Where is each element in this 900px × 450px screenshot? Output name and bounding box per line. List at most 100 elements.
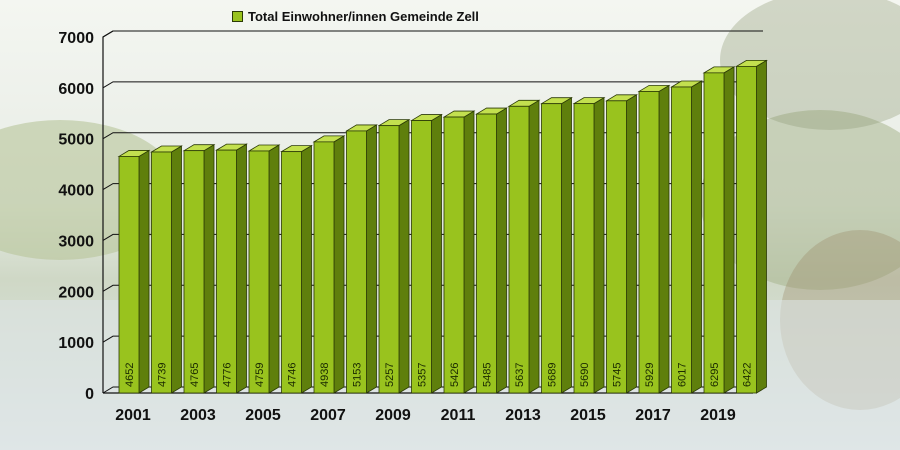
- bar-value-label: 4938: [319, 363, 331, 387]
- bar-side: [333, 135, 345, 394]
- bar-value-label: 6017: [677, 363, 689, 387]
- bar-value-label: 5689: [547, 363, 559, 387]
- bar-value-label: 4746: [287, 363, 299, 387]
- bar-front: [443, 116, 465, 394]
- bar-value-label: 5485: [482, 363, 494, 387]
- x-tick-label: 2015: [570, 407, 606, 424]
- bar: [540, 96, 573, 394]
- bar-side: [626, 94, 637, 394]
- bar: [150, 145, 183, 394]
- bar-value-label: 6422: [742, 363, 754, 387]
- bar-side: [366, 124, 377, 394]
- bar-front: [183, 150, 205, 394]
- bar-side: [203, 143, 215, 394]
- bar: [377, 118, 411, 394]
- bar-front: [638, 91, 660, 394]
- label-layer: 4652 4739 4765 4776 4759 4746 4938 5153 5257 5357…: [124, 363, 754, 387]
- bar: [247, 144, 281, 394]
- y-tick-label: 3000: [58, 233, 94, 250]
- bar-value-label: 4776: [222, 363, 234, 387]
- bar-value-label: 5426: [449, 363, 461, 387]
- bar-side: [171, 145, 182, 394]
- bar-side: [301, 144, 312, 394]
- bar: [507, 99, 541, 394]
- x-tick-label: 2007: [310, 407, 346, 424]
- bar-value-label: 4652: [124, 363, 136, 387]
- bar: [637, 84, 671, 394]
- x-tick-label: 2019: [700, 407, 736, 424]
- bar-side: [463, 110, 475, 394]
- bar: [442, 110, 476, 394]
- bar-side: [561, 96, 572, 394]
- x-tick-label: 2011: [441, 407, 476, 424]
- bar: [670, 80, 703, 394]
- y-tick-label: 4000: [58, 183, 94, 200]
- bar: [215, 143, 248, 394]
- bar-front: [346, 130, 367, 394]
- bar-side: [691, 80, 702, 394]
- bar-front: [476, 113, 497, 394]
- y-tick-label: 5000: [58, 132, 94, 149]
- y-axis: [102, 30, 114, 393]
- bar-value-label: 5357: [417, 363, 429, 387]
- bar-side: [236, 143, 247, 394]
- bar-front: [411, 120, 432, 394]
- bar-side: [756, 59, 767, 394]
- bar: [117, 149, 151, 394]
- bar-value-label: 4765: [189, 363, 201, 387]
- bar-front: [671, 86, 692, 394]
- x-tick-label: 2003: [180, 407, 216, 424]
- bar-layer: [117, 59, 768, 394]
- gridline: [102, 81, 763, 89]
- y-tick-label: 6000: [58, 81, 94, 98]
- bar: [312, 135, 346, 394]
- x-tick-label: 2005: [245, 407, 281, 424]
- bar: [735, 59, 768, 394]
- bar-value-label: 5257: [384, 363, 396, 387]
- bar-value-label: 5153: [352, 363, 364, 387]
- bar-front: [118, 156, 140, 394]
- bar-value-label: 5690: [579, 363, 591, 387]
- bar: [345, 124, 378, 394]
- bar-front: [573, 103, 595, 394]
- bar: [572, 96, 606, 394]
- bar-front: [703, 72, 725, 394]
- bar-front: [216, 149, 237, 394]
- x-tick-label: 2009: [375, 407, 411, 424]
- bar-front: [736, 65, 757, 394]
- bar-front: [281, 151, 302, 394]
- bar: [475, 107, 508, 394]
- bar: [182, 143, 216, 394]
- bar-front: [313, 141, 335, 394]
- y-tick-label: 0: [85, 386, 94, 403]
- legend-swatch: [232, 10, 243, 22]
- bar-front: [151, 151, 172, 394]
- y-tick-label: 2000: [58, 284, 94, 301]
- x-tick-label: 2001: [115, 407, 151, 424]
- bar-side: [528, 99, 540, 394]
- bar-value-label: 6295: [709, 363, 721, 387]
- chart-legend: Total Einwohner/innen Gemeinde Zell: [232, 7, 479, 25]
- bar-front: [508, 105, 530, 394]
- bar-value-label: 5745: [612, 363, 624, 387]
- bar-side: [138, 149, 150, 394]
- bar: [410, 113, 443, 394]
- bar-value-label: 5929: [644, 363, 656, 387]
- gridline: [102, 30, 763, 38]
- bar-value-label: 4759: [254, 363, 266, 387]
- bar-front: [541, 103, 562, 394]
- bar: [605, 94, 638, 394]
- bar-side: [658, 84, 670, 394]
- bar-value-label: 5637: [514, 363, 526, 387]
- bar-side: [268, 144, 280, 394]
- bar-side: [496, 107, 507, 394]
- bar-side: [723, 66, 735, 394]
- y-tick-label: 1000: [58, 335, 94, 352]
- bar-side: [431, 113, 442, 394]
- bar-front: [378, 125, 400, 394]
- legend-label: Total Einwohner/innen Gemeinde Zell: [248, 8, 479, 24]
- bar-side: [398, 118, 410, 394]
- bar-value-label: 4739: [157, 363, 169, 387]
- bar: [702, 66, 736, 394]
